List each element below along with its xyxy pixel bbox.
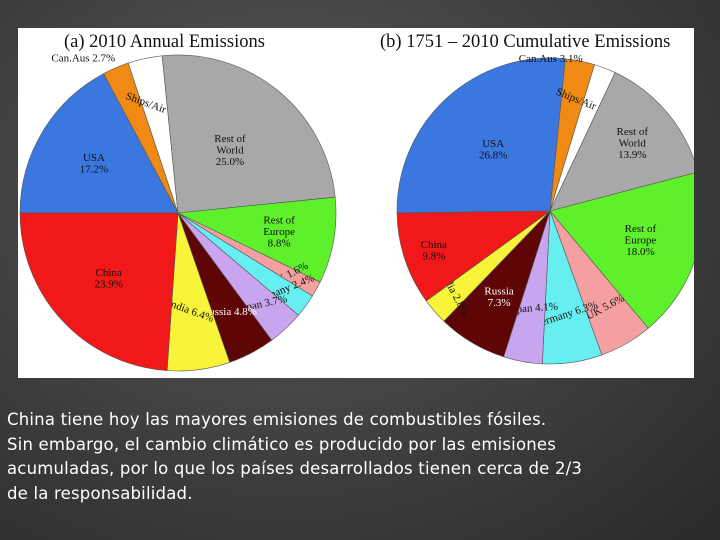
pie-b-label-text: 9.8%	[422, 250, 445, 262]
pie-a-label-text: Europe	[263, 226, 295, 238]
chart-a-title: (a) 2010 Annual Emissions	[64, 32, 265, 52]
caption-line: Sin embargo, el cambio climático es prod…	[7, 434, 557, 454]
pie-a-slice-usa	[19, 73, 179, 214]
pie-a-label-text: Rest of	[263, 215, 295, 227]
pie-a-label-text: 25.0%	[216, 156, 244, 168]
pie-a-label-text: 17.2%	[80, 163, 108, 175]
pie-a-label-text: 8.8%	[268, 238, 291, 250]
pie-b-label-text: China	[421, 239, 447, 251]
pie-a-label-text: USA	[83, 152, 105, 164]
pie-b-label-text: 13.9%	[618, 149, 646, 161]
caption-line: China tiene hoy las mayores emisiones de…	[7, 410, 547, 429]
pie-b-label-text: 7.3%	[488, 297, 511, 309]
pie-b-label-text: Rest of	[625, 223, 657, 235]
pie-a-slice-china	[19, 212, 179, 371]
pie-a-label-text: China	[96, 267, 122, 279]
caption-line: acumuladas, por lo que los países desarr…	[7, 459, 583, 478]
pie-a-slice-rest-of-europe	[176, 196, 337, 283]
pie-b-label-text: Rest of	[617, 126, 649, 138]
pie-b-slice-china	[396, 210, 551, 302]
pie-b-label-canaus: Can.Aus 3.1%	[519, 53, 583, 65]
pie-b-slice-rest-of-europe	[549, 172, 694, 329]
caption-line: de la responsabilidad.	[7, 483, 193, 503]
pie-b-label-text: World	[619, 138, 647, 150]
pie-a-label-canaus: Can.Aus 2.7%	[51, 53, 115, 65]
pie-a-label-text: Rest of	[214, 133, 246, 145]
pie-b-label-text: Can.Aus 3.1%	[519, 53, 583, 65]
pie-b-label-text: USA	[482, 138, 504, 150]
pie-b-slice-usa	[396, 57, 566, 214]
chart-b-title: (b) 1751 – 2010 Cumulative Emissions	[380, 32, 671, 52]
pie-a-label-text: Can.Aus 2.7%	[51, 53, 115, 65]
pie-a-label-text: 23.9%	[94, 278, 122, 290]
caption: China tiene hoy las mayores emisiones de…	[7, 408, 713, 506]
pie-a-label-text: Russia 4.8%	[202, 306, 257, 318]
pie-b-label-text: Europe	[625, 235, 657, 247]
pie-a-slice-rest-of-world	[161, 54, 336, 214]
pie-b-label-text: 18.0%	[626, 246, 654, 258]
pie-b-label-text: Russia	[484, 286, 513, 298]
pie-b-slice-rest-of-world	[549, 72, 694, 212]
pie-a-label-text: World	[216, 144, 244, 156]
pie-a-label-russia: Russia 4.8%	[202, 306, 257, 318]
chart-figure: (a) 2010 Annual Emissions (b) 1751 – 201…	[18, 28, 694, 378]
pie-b-label-text: 26.8%	[479, 150, 507, 162]
